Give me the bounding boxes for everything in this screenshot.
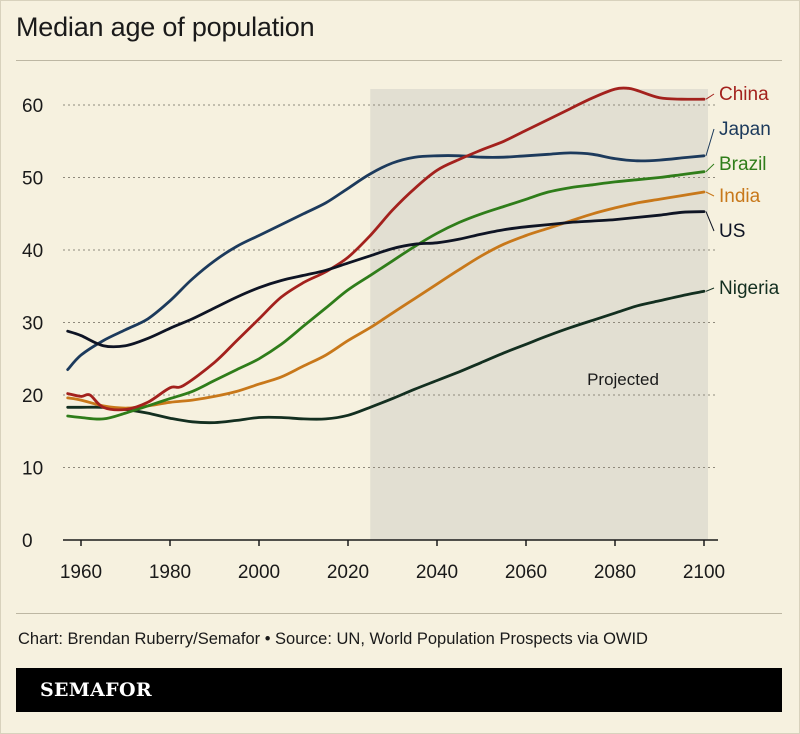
projected-region [370, 89, 708, 540]
y-tick-label: 20 [22, 386, 43, 407]
series-line-india [66, 190, 706, 410]
series-leader-india [705, 191, 715, 197]
series-line-japan [66, 151, 706, 371]
page-title: Median age of population [16, 12, 315, 42]
series-label-nigeria: Nigeria [719, 278, 780, 299]
series-leader-us [705, 211, 715, 232]
series-label-brazil: Brazil [719, 154, 767, 175]
series-line-nigeria [66, 289, 706, 425]
x-tick-label: 2080 [594, 562, 636, 583]
x-tick-label: 1960 [60, 562, 102, 583]
x-tick-label: 2100 [683, 562, 725, 583]
x-tick-label: 2060 [505, 562, 547, 583]
projected-label: Projected [587, 370, 659, 389]
y-tick-label: 0 [22, 531, 33, 552]
series-label-japan: Japan [719, 119, 771, 140]
x-tick-label: 2020 [327, 562, 369, 583]
source-caption: Chart: Brendan Ruberry/Semafor • Source:… [18, 630, 648, 648]
caption-divider [16, 613, 782, 614]
y-tick-label: 30 [22, 314, 43, 335]
x-tick-label: 2000 [238, 562, 280, 583]
brand-logo: SEMAFOR [40, 679, 152, 701]
y-tick-label: 10 [22, 459, 43, 480]
series-leader-japan [705, 128, 715, 156]
series-line-us [66, 210, 706, 349]
brand-bar: SEMAFOR [16, 668, 782, 712]
series-label-china: China [719, 84, 769, 105]
series-label-us: US [719, 221, 745, 242]
series-line-china [66, 86, 706, 412]
y-tick-label: 60 [22, 96, 43, 117]
x-tick-label: 1980 [149, 562, 191, 583]
series-leader-china [705, 93, 715, 100]
y-tick-label: 40 [22, 241, 43, 262]
x-tick-label: 2040 [416, 562, 458, 583]
y-tick-label: 50 [22, 169, 43, 190]
series-line-brazil [66, 170, 706, 421]
series-leader-nigeria [705, 287, 715, 292]
series-label-india: India [719, 186, 761, 207]
series-leader-brazil [705, 163, 715, 173]
title-divider [16, 60, 782, 61]
